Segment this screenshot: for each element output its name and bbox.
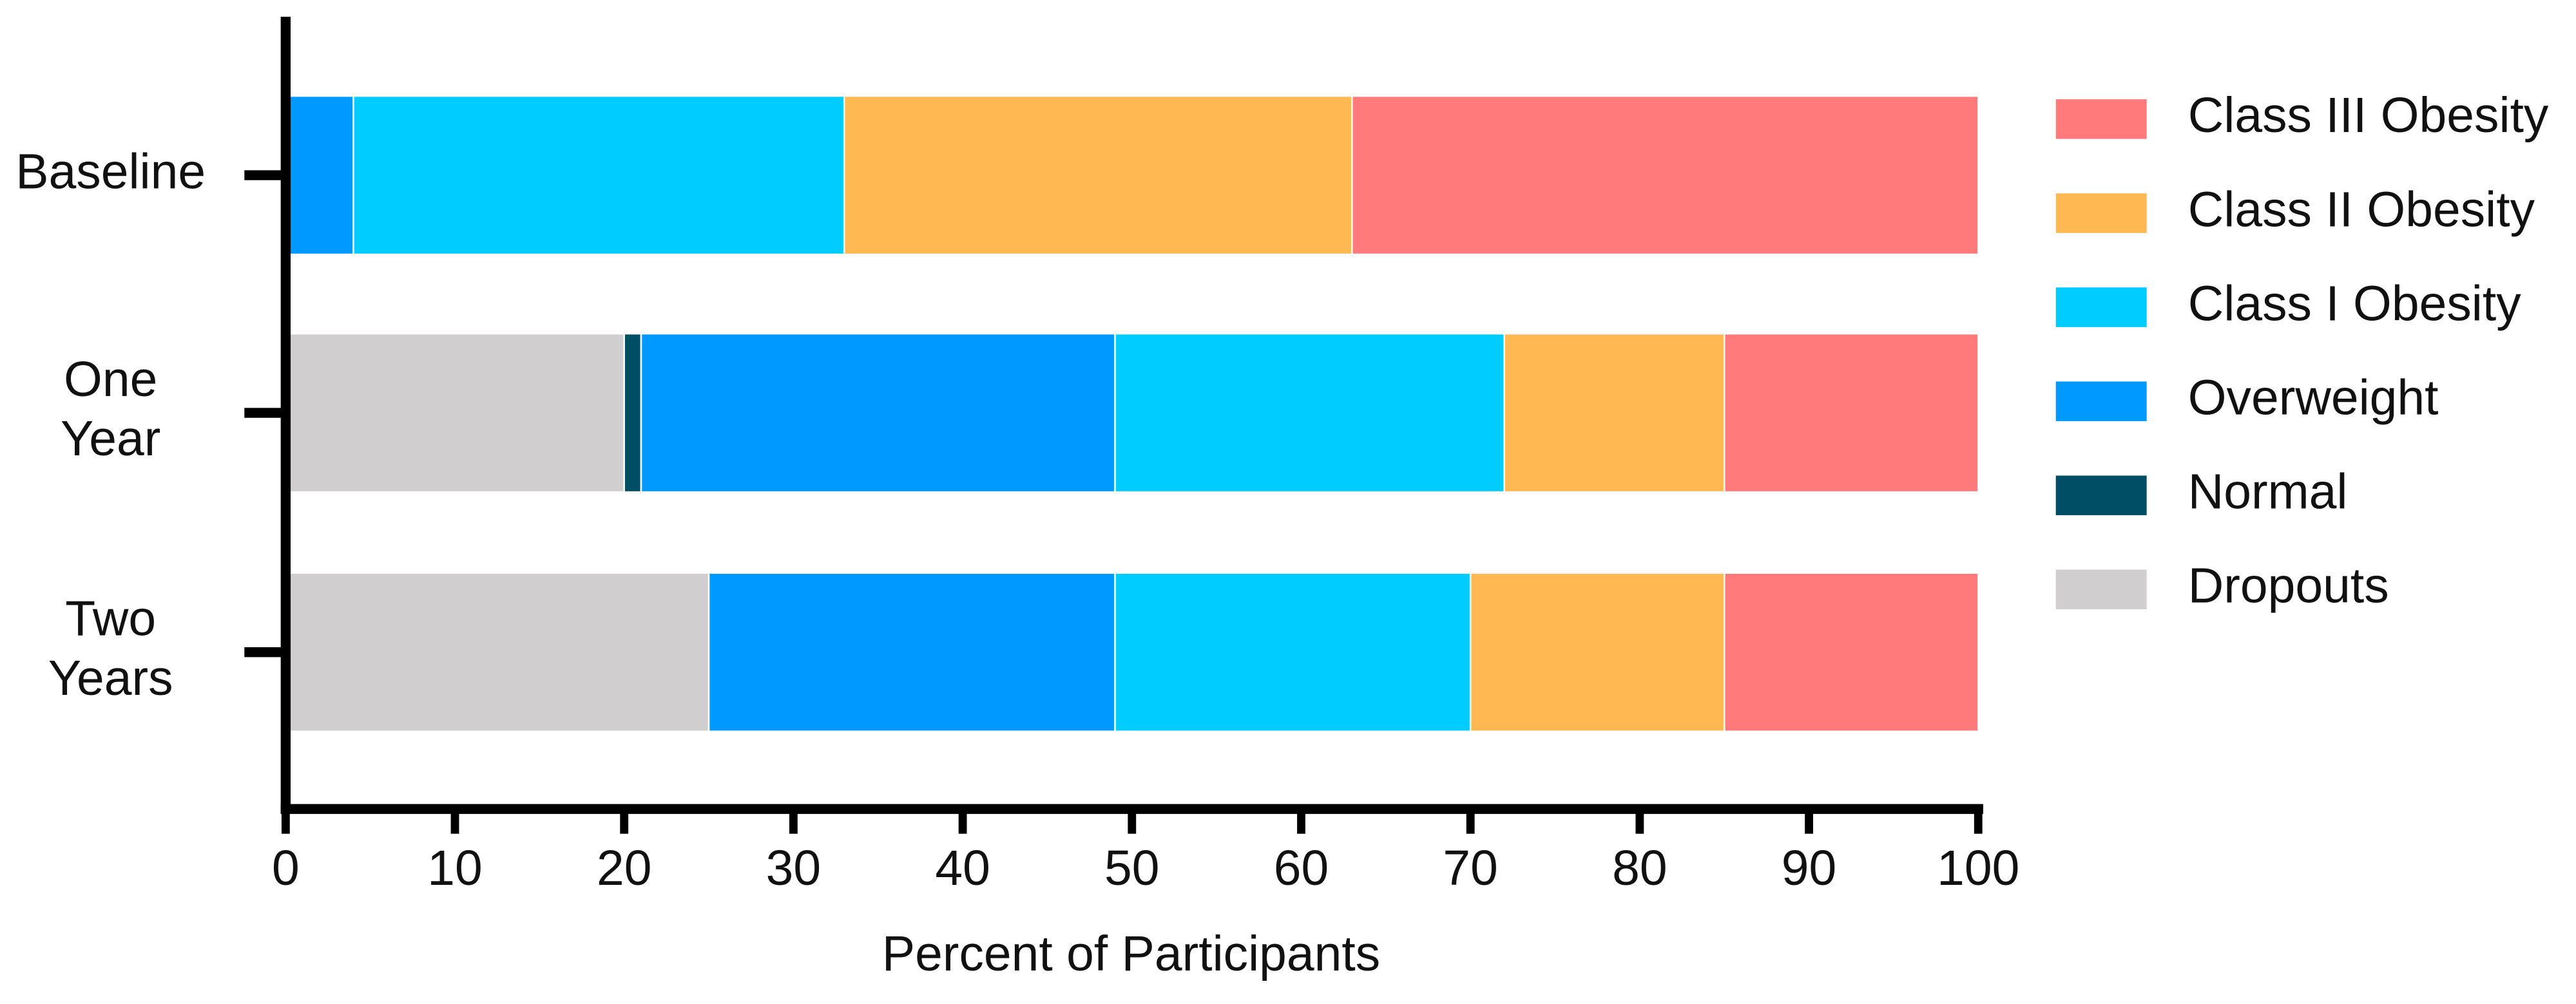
x-tick-label: 50: [1104, 840, 1160, 896]
x-tick-label: 100: [1937, 840, 2019, 896]
bar-segment: [843, 95, 1353, 256]
x-tick-label: 90: [1782, 840, 1837, 896]
bar-segment: [1114, 332, 1506, 493]
bar-segment: [623, 332, 642, 493]
legend-label: Overweight: [2188, 370, 2439, 425]
legend-swatch: [2055, 193, 2147, 233]
legend-swatch: [2055, 569, 2147, 610]
legend-label: Class I Obesity: [2188, 276, 2521, 331]
legend-swatch: [2055, 475, 2147, 516]
bar-segment: [1351, 95, 1979, 256]
bar-segment: [285, 572, 710, 733]
bar-segment: [640, 332, 1116, 493]
legend-label: Dropouts: [2188, 558, 2389, 614]
bar-segment: [707, 572, 1116, 733]
x-tick-label: 10: [427, 840, 483, 896]
x-tick-label: 30: [766, 840, 822, 896]
legend-swatch: [2055, 287, 2147, 327]
legend-swatch: [2055, 381, 2147, 421]
bar-segment: [1503, 332, 1725, 493]
legend-swatch: [2055, 99, 2147, 139]
x-tick-label: 70: [1443, 840, 1498, 896]
bar-segment: [285, 95, 354, 256]
legend-label: Class III Obesity: [2188, 88, 2549, 143]
y-tick-label: Two Years: [48, 591, 173, 706]
legend-label: Normal: [2188, 464, 2348, 520]
x-tick-label: 80: [1612, 840, 1668, 896]
bar-segment: [1469, 572, 1725, 733]
x-tick-label: 40: [935, 840, 990, 896]
y-tick-label: Baseline: [15, 144, 206, 199]
bar-segment: [1114, 572, 1472, 733]
bar-segment: [1723, 572, 1979, 733]
legend-label: Class II Obesity: [2188, 182, 2535, 237]
x-tick-label: 60: [1274, 840, 1329, 896]
x-tick-label: 20: [597, 840, 652, 896]
bar-segment: [1723, 332, 1979, 493]
bar-segment: [352, 95, 845, 256]
bar-segment: [285, 332, 626, 493]
x-tick-label: 0: [272, 840, 300, 896]
x-axis-label: Percent of Participants: [882, 926, 1380, 981]
y-tick-label: One Year: [61, 352, 160, 466]
